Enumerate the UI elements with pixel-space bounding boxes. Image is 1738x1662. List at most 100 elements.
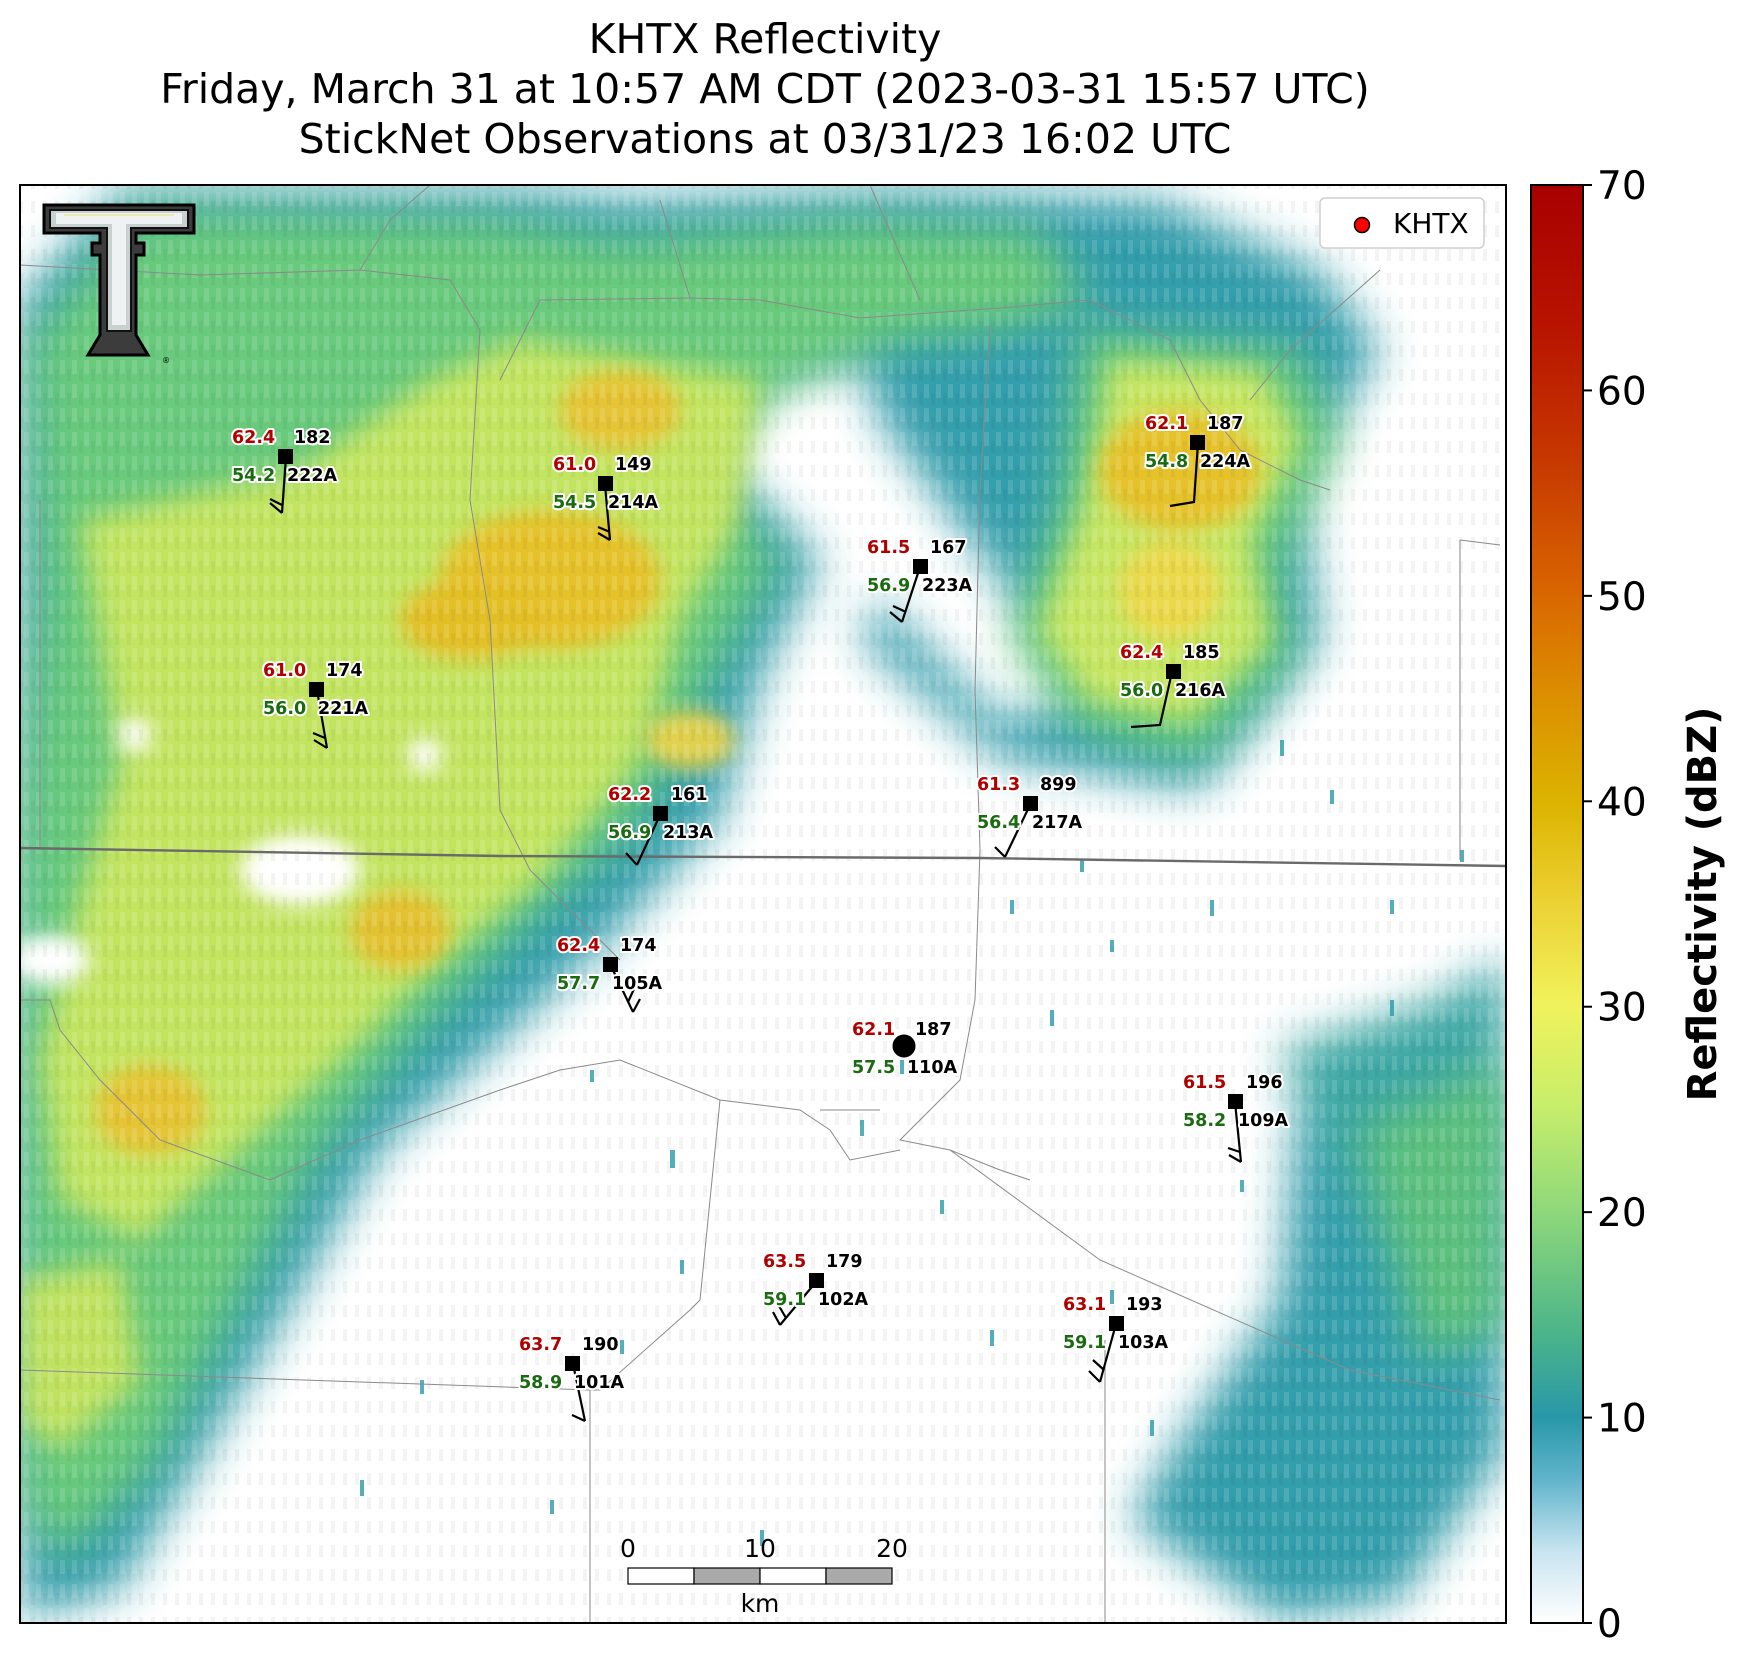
station-pressure: 187 <box>1207 414 1244 434</box>
station-temp: 62.4 <box>232 428 275 448</box>
station-dewpoint: 54.8 <box>1145 452 1188 472</box>
station-pressure: 187 <box>915 1020 952 1040</box>
station-217A[interactable]: 61.3 899 56.4 217A <box>975 773 1085 858</box>
station-temp: 62.4 <box>557 936 600 956</box>
stations-layer: 62.4 182 54.2 222A 61.0 149 54.5 214A 61… <box>230 412 1291 1422</box>
station-temp: 62.1 <box>852 1020 895 1040</box>
station-temp: 63.1 <box>1063 1295 1106 1315</box>
scale-tick-20: 20 <box>876 1534 908 1563</box>
wind-barb-icon <box>312 689 329 749</box>
wind-barb-icon <box>1169 442 1200 508</box>
station-id: 214A <box>608 493 659 513</box>
station-dewpoint: 59.1 <box>1063 1333 1106 1353</box>
scale-bar: 0 10 20 km <box>620 1534 908 1618</box>
station-marker-icon <box>653 806 668 821</box>
station-temp: 61.5 <box>1183 1073 1226 1093</box>
station-pressure: 196 <box>1246 1073 1283 1093</box>
station-dewpoint: 56.0 <box>1120 681 1163 701</box>
station-id: 102A <box>818 1290 869 1310</box>
station-marker-icon <box>278 449 293 464</box>
station-marker-icon <box>1228 1094 1243 1109</box>
station-dewpoint: 54.2 <box>232 466 275 486</box>
station-dewpoint: 59.1 <box>763 1290 806 1310</box>
station-id: 213A <box>663 823 714 843</box>
colorbar-tick-label: 10 <box>1597 1397 1647 1442</box>
colorbar-tick-label: 50 <box>1597 575 1647 620</box>
station-id: 224A <box>1200 452 1251 472</box>
station-marker-icon <box>1166 664 1181 679</box>
station-temp: 62.2 <box>608 785 651 805</box>
station-id: 103A <box>1118 1333 1169 1353</box>
station-101A[interactable]: 63.7 190 58.9 101A <box>517 1333 627 1422</box>
reflectivity-field <box>20 185 1506 1623</box>
station-id: 217A <box>1032 813 1083 833</box>
station-dewpoint: 56.9 <box>608 823 651 843</box>
station-temp: 61.0 <box>263 661 306 681</box>
station-id: 101A <box>574 1373 625 1393</box>
station-marker-icon <box>913 559 928 574</box>
station-temp: 63.5 <box>763 1252 806 1272</box>
wind-barb-icon <box>610 965 641 1013</box>
station-pressure: 149 <box>615 455 652 475</box>
station-marker-icon <box>603 957 618 972</box>
station-temp: 63.7 <box>519 1335 562 1355</box>
colorbar-tick-label: 30 <box>1597 986 1647 1031</box>
station-id: 110A <box>907 1058 958 1078</box>
station-marker-icon <box>565 1356 580 1371</box>
station-221A[interactable]: 61.0 174 56.0 221A <box>261 659 371 749</box>
legend-label: KHTX <box>1393 207 1469 240</box>
wind-barb-icon <box>1088 1323 1118 1383</box>
station-110A[interactable]: 62.1 187 57.5 110A <box>850 1018 960 1080</box>
station-id: 222A <box>287 466 338 486</box>
station-id: 109A <box>1238 1111 1289 1131</box>
station-pressure: 179 <box>826 1252 863 1272</box>
station-pressure: 182 <box>294 428 331 448</box>
station-marker-icon <box>309 682 324 697</box>
colorbar-tick-label: 40 <box>1597 780 1647 825</box>
wind-barb-icon <box>597 484 612 541</box>
scale-tick-10: 10 <box>744 1534 776 1563</box>
station-dewpoint: 56.9 <box>867 576 910 596</box>
colorbar-tick-label: 20 <box>1597 1191 1647 1236</box>
station-216A[interactable]: 62.4 185 56.0 216A <box>1118 641 1228 729</box>
scale-tick-0: 0 <box>620 1534 636 1563</box>
colorbar-tick-label: 0 <box>1597 1602 1622 1647</box>
station-222A[interactable]: 62.4 182 54.2 222A <box>230 426 340 514</box>
scale-unit: km <box>741 1589 780 1618</box>
station-224A[interactable]: 62.1 187 54.8 224A <box>1143 412 1253 508</box>
wind-barb-icon <box>571 1363 587 1422</box>
station-103A[interactable]: 63.1 193 59.1 103A <box>1061 1293 1171 1383</box>
station-pressure: 167 <box>930 538 967 558</box>
station-pressure: 174 <box>326 661 363 681</box>
station-marker-icon <box>809 1273 824 1288</box>
texas-tech-logo-icon: ® <box>42 203 196 365</box>
station-dewpoint: 58.2 <box>1183 1111 1226 1131</box>
station-102A[interactable]: 63.5 179 59.1 102A <box>761 1250 871 1326</box>
station-dewpoint: 54.5 <box>553 493 596 513</box>
wind-barb-icon <box>1227 1101 1243 1163</box>
station-id: 216A <box>1175 681 1226 701</box>
station-id: 221A <box>318 699 369 719</box>
station-pressure: 190 <box>582 1335 619 1355</box>
colorbar-tick-label: 60 <box>1597 369 1647 414</box>
map-panel <box>19 184 1507 1624</box>
station-105A[interactable]: 62.4 174 57.7 105A <box>555 934 665 1013</box>
colorbar-tick-label: 70 <box>1597 164 1647 209</box>
station-pressure: 174 <box>620 936 657 956</box>
station-temp: 62.1 <box>1145 414 1188 434</box>
station-213A[interactable]: 62.2 161 56.9 213A <box>606 783 716 866</box>
radar-site-legend: KHTX <box>1319 197 1485 249</box>
county-boundaries <box>19 184 1501 1622</box>
plot-title: KHTX Reflectivity Friday, March 31 at 10… <box>0 14 1530 164</box>
station-223A[interactable]: 61.5 167 56.9 223A <box>865 536 975 623</box>
colorbar-ticks: 0 10 20 30 40 50 60 70 <box>1583 164 1647 1647</box>
station-pressure: 899 <box>1040 775 1077 795</box>
station-109A[interactable]: 61.5 196 58.2 109A <box>1181 1071 1291 1163</box>
station-pressure: 161 <box>671 785 708 805</box>
station-temp: 61.3 <box>977 775 1020 795</box>
title-line-obs: StickNet Observations at 03/31/23 16:02 … <box>298 115 1232 163</box>
colorbar-label: Reflectivity (dBZ) <box>1680 707 1726 1102</box>
svg-text:®: ® <box>162 356 170 365</box>
station-214A[interactable]: 61.0 149 54.5 214A <box>551 453 661 541</box>
